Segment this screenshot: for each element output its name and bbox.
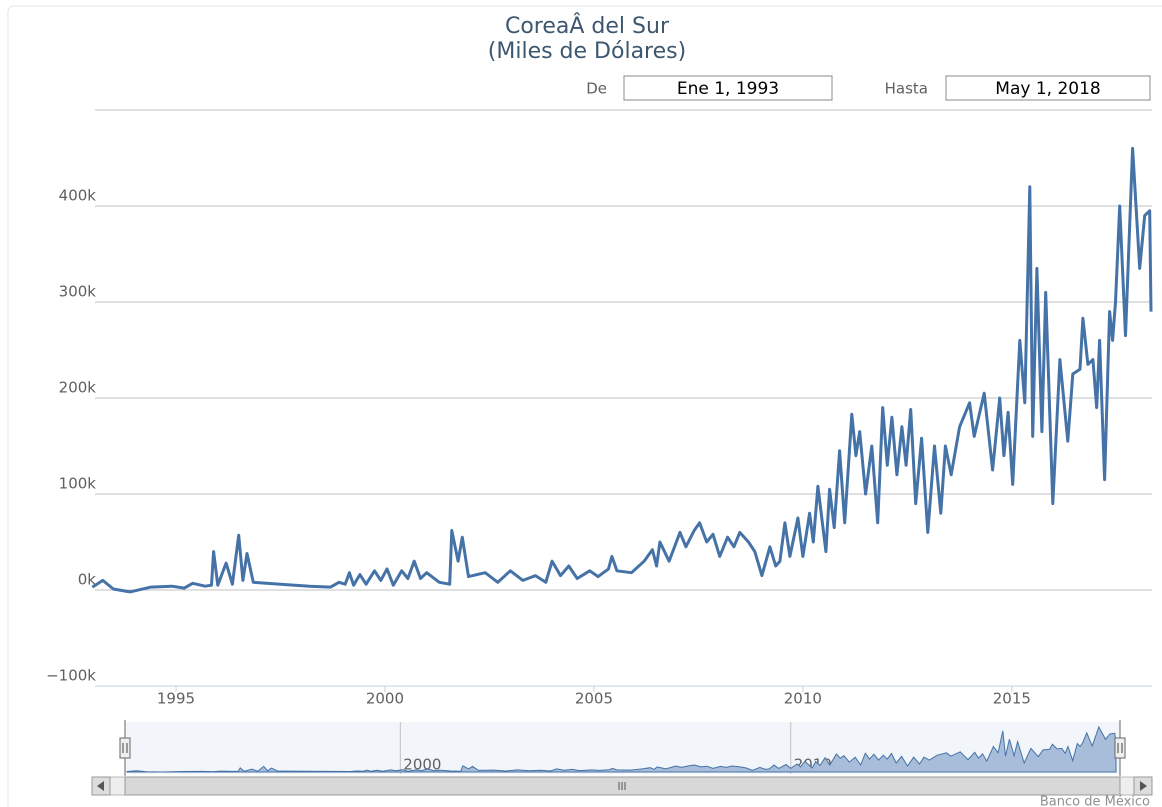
chart-border bbox=[7, 5, 1162, 807]
range-to-label: Hasta bbox=[885, 80, 928, 98]
navigator: 2000 2010 bbox=[119, 720, 1126, 776]
x-tick-label: 2000 bbox=[366, 690, 404, 708]
navigator-tick-label: 2000 bbox=[403, 756, 441, 774]
x-tick-label: 2010 bbox=[784, 690, 822, 708]
y-tick-label: −100k bbox=[46, 667, 96, 685]
x-tick-label: 1995 bbox=[157, 690, 195, 708]
series-line bbox=[91, 146, 1153, 594]
range-from-input[interactable] bbox=[623, 75, 833, 101]
y-tick-label: 400k bbox=[59, 187, 97, 205]
arrow-right bbox=[1140, 781, 1147, 791]
scrollbar bbox=[91, 776, 1153, 796]
range-to-value: May 1, 2018 bbox=[995, 79, 1100, 99]
thumb-grip bbox=[618, 782, 626, 790]
handle-grip bbox=[1117, 743, 1123, 753]
credit: Banco de México bbox=[1040, 795, 1150, 807]
range-from-label: De bbox=[586, 80, 607, 98]
navigator-handle[interactable] bbox=[1114, 737, 1126, 759]
range-to-input[interactable] bbox=[945, 75, 1151, 101]
plot: −100k 0k 100k 200k 300k 400k 1995 2000 2005 2010 2… bbox=[46, 146, 1153, 708]
x-tick-label: 2005 bbox=[575, 690, 613, 708]
chart-subtitle: (Miles de Dólares) bbox=[488, 39, 686, 64]
y-tick-label: 0k bbox=[78, 571, 97, 589]
chart-title: CoreaÂ del Sur bbox=[505, 13, 670, 39]
navigator-handle[interactable] bbox=[119, 737, 131, 759]
arrow-left bbox=[97, 781, 104, 791]
y-tick-label: 300k bbox=[59, 283, 97, 301]
navigator-area bbox=[126, 725, 1117, 773]
range-from-value: Ene 1, 1993 bbox=[677, 79, 779, 99]
x-tick-label: 2015 bbox=[993, 690, 1031, 708]
y-tick-label: 200k bbox=[59, 379, 97, 397]
y-tick-label: 100k bbox=[59, 475, 97, 493]
handle-grip bbox=[122, 743, 128, 753]
